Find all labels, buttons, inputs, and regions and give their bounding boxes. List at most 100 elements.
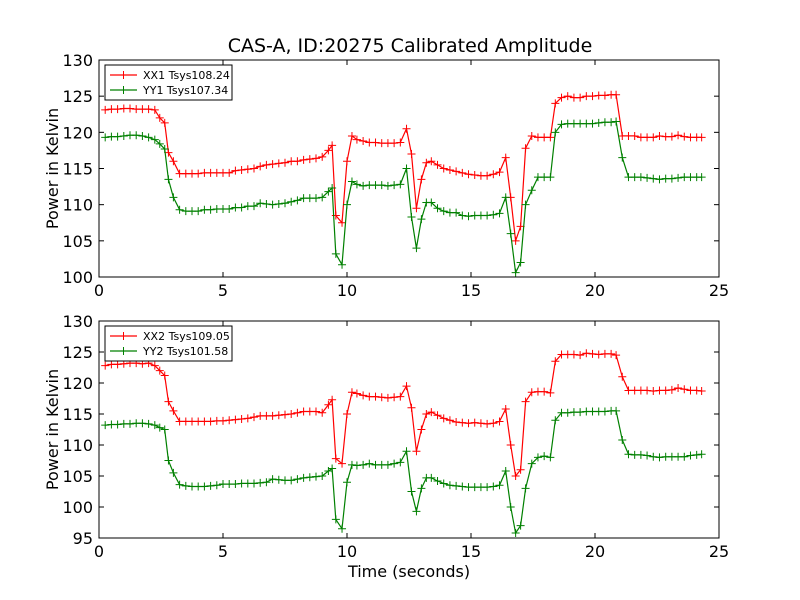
data-point xyxy=(305,155,314,164)
data-point xyxy=(324,187,333,196)
data-point xyxy=(527,388,536,397)
data-point xyxy=(206,417,215,426)
data-point xyxy=(618,153,627,162)
data-point xyxy=(160,118,169,127)
data-point xyxy=(686,451,695,460)
data-point xyxy=(594,118,603,127)
data-point xyxy=(312,154,320,163)
data-point xyxy=(412,244,421,253)
data-point xyxy=(445,416,454,425)
data-point xyxy=(588,92,597,101)
data-point xyxy=(417,484,426,493)
data-point xyxy=(649,133,658,142)
data-point xyxy=(175,205,184,214)
data-point xyxy=(328,141,337,150)
data-point xyxy=(206,205,215,214)
y-tick-label: 105 xyxy=(62,232,93,251)
data-point xyxy=(281,158,289,167)
data-point xyxy=(126,104,134,113)
data-point xyxy=(495,481,504,490)
data-point xyxy=(511,236,520,245)
data-point xyxy=(417,175,426,184)
data-point xyxy=(412,204,421,213)
data-point xyxy=(299,473,308,482)
data-point xyxy=(588,119,597,128)
data-point xyxy=(495,417,504,426)
data-point xyxy=(312,194,320,203)
data-point xyxy=(256,162,265,171)
data-point xyxy=(643,173,652,182)
data-point xyxy=(674,383,683,392)
data-point xyxy=(243,165,252,174)
x-tick-label: 0 xyxy=(94,281,104,300)
data-point xyxy=(427,408,436,417)
data-point xyxy=(396,458,405,467)
x-tick-label: 5 xyxy=(218,281,228,300)
data-point xyxy=(150,361,159,370)
data-point xyxy=(365,459,374,468)
data-point xyxy=(231,415,240,424)
legend-box xyxy=(104,64,233,101)
data-point xyxy=(624,450,633,459)
data-point xyxy=(674,173,683,182)
data-point xyxy=(343,200,351,209)
data-point xyxy=(287,197,296,206)
data-point xyxy=(237,203,246,212)
data-point xyxy=(250,479,258,488)
legend-marker xyxy=(119,86,128,94)
data-point xyxy=(274,475,283,484)
data-point xyxy=(371,138,380,147)
data-point xyxy=(144,133,153,142)
data-point xyxy=(293,196,302,205)
y-tick-label: 110 xyxy=(62,436,93,455)
data-point xyxy=(588,349,597,358)
data-point xyxy=(338,459,347,468)
data-point xyxy=(557,93,566,102)
data-point xyxy=(649,387,658,396)
data-point xyxy=(618,372,627,381)
data-point xyxy=(194,169,203,178)
data-point xyxy=(483,171,492,180)
data-point xyxy=(697,173,706,182)
data-point xyxy=(268,160,277,169)
legend: XX2 Tsys109.05 YY2 Tsys101.58 xyxy=(104,325,233,362)
x-tick-label: 25 xyxy=(709,281,729,300)
data-point xyxy=(164,397,173,406)
data-point xyxy=(318,472,327,480)
data-point xyxy=(113,360,122,369)
data-point xyxy=(101,361,110,370)
data-point xyxy=(422,410,431,418)
data-point xyxy=(680,385,689,394)
y-tick-label: 115 xyxy=(62,405,93,424)
data-point xyxy=(600,91,609,100)
data-point xyxy=(377,181,386,190)
x-tick-label: 20 xyxy=(585,281,605,300)
data-point xyxy=(655,175,664,184)
data-point xyxy=(407,150,416,159)
data-point xyxy=(155,139,164,148)
data-point xyxy=(256,478,265,487)
data-point xyxy=(546,173,555,182)
data-point xyxy=(338,260,347,269)
y-tick-label: 115 xyxy=(62,160,93,179)
data-point xyxy=(563,92,572,101)
data-point xyxy=(506,441,515,449)
series-1 xyxy=(101,90,706,245)
data-point xyxy=(489,419,498,428)
y-tick-label: 120 xyxy=(62,123,93,142)
data-point xyxy=(655,131,664,140)
data-point xyxy=(489,170,498,179)
y-tick-label: 120 xyxy=(62,374,93,393)
data-point xyxy=(439,414,448,423)
y-tick-label: 110 xyxy=(62,196,93,215)
data-point xyxy=(433,160,442,169)
x-axis-label: Time (seconds) xyxy=(347,562,470,581)
data-point xyxy=(612,90,621,99)
data-point xyxy=(359,460,368,469)
data-point xyxy=(243,414,252,423)
data-point xyxy=(607,118,616,127)
data-point xyxy=(268,411,277,420)
data-point xyxy=(655,453,664,462)
data-point xyxy=(422,158,431,167)
